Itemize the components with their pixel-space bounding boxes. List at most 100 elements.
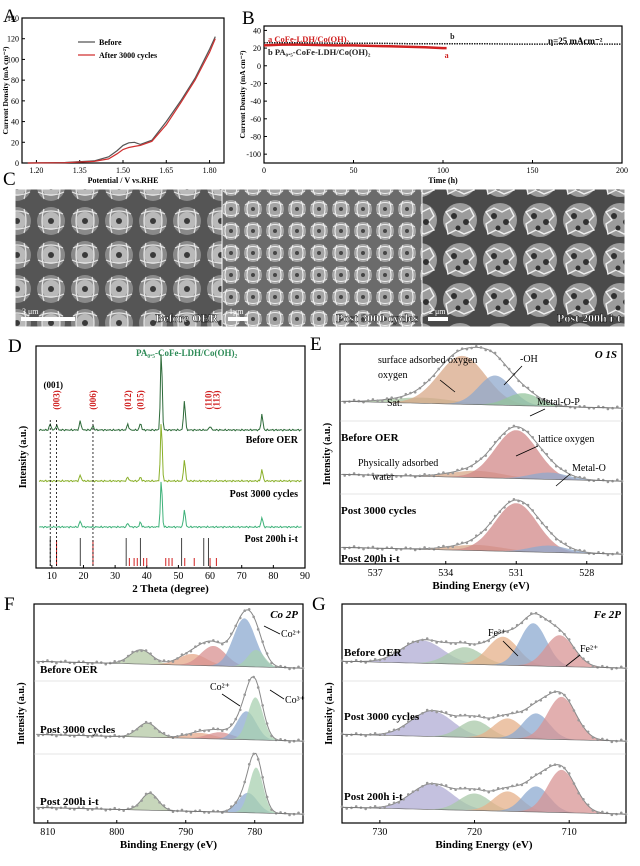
data-point — [507, 500, 511, 504]
leader-line — [502, 640, 519, 657]
fit-component — [342, 783, 626, 815]
y-tick-label: 20 — [253, 44, 261, 53]
y-tick-label: -40 — [250, 97, 261, 106]
data-point — [117, 660, 121, 663]
annotation: Co²⁺ — [210, 682, 230, 693]
data-point — [463, 641, 467, 644]
data-point — [456, 542, 459, 546]
data-point — [221, 642, 224, 646]
x-tick-label: 30 — [110, 571, 120, 582]
data-point — [288, 813, 291, 817]
fit-component — [342, 791, 626, 815]
spectrum-label: Post 200h i-t — [40, 796, 99, 808]
data-point — [430, 639, 434, 642]
data-point — [616, 405, 619, 409]
data-point — [435, 641, 438, 644]
data-point — [531, 509, 534, 512]
y-tick-label: 120 — [7, 35, 19, 44]
data-point — [397, 650, 401, 653]
data-point — [135, 649, 139, 653]
data-point — [526, 503, 530, 507]
data-point — [520, 710, 524, 714]
data-point — [475, 344, 478, 348]
data-point — [553, 624, 557, 627]
data-point — [428, 378, 431, 382]
data-point — [153, 657, 157, 661]
data-point — [454, 788, 457, 792]
data-point — [470, 346, 473, 350]
chart-f: 810 800 790 780 Binding Energy (eV) Intensity… — [16, 603, 305, 851]
chart-a: 1.20 1.35 1.50 1.65 1.80 0 20 40 60 80 100 120 140 Po… — [1, 14, 225, 185]
x-tick-label: 10 — [47, 571, 57, 582]
data-point — [418, 386, 422, 390]
data-point — [489, 521, 492, 525]
data-point — [369, 806, 372, 809]
fit-component — [342, 635, 626, 669]
data-point — [423, 381, 426, 385]
data-point — [354, 732, 358, 735]
spectrum-label: Post 3000 cycles — [40, 724, 116, 736]
data-point — [234, 717, 238, 721]
data-point — [534, 700, 538, 703]
series-line-0 — [27, 36, 216, 164]
data-point — [149, 721, 152, 725]
data-point — [73, 808, 76, 811]
x-axis-label: Binding Energy (eV) — [435, 839, 533, 851]
data-point — [140, 724, 143, 728]
x-tick-label: 1.80 — [203, 166, 217, 175]
data-point — [352, 398, 356, 402]
series-line-0 — [263, 43, 447, 50]
data-point — [256, 686, 260, 689]
data-point — [498, 357, 502, 361]
data-point — [479, 531, 483, 535]
data-point — [279, 738, 282, 741]
leader-line — [565, 654, 581, 667]
annotation: Fe²⁺ — [580, 644, 598, 655]
data-point — [144, 792, 148, 796]
data-point — [545, 399, 549, 402]
data-point — [225, 727, 229, 731]
background-line — [40, 734, 304, 742]
data-point — [550, 459, 553, 462]
annotation: Fe³⁺ — [488, 628, 506, 639]
data-point — [493, 351, 497, 355]
fit-component — [342, 636, 626, 669]
data-point — [194, 645, 197, 649]
data-point — [369, 733, 372, 736]
data-point — [243, 693, 247, 696]
plot-frame — [21, 17, 225, 164]
spectrum-label: Before OER — [40, 664, 99, 676]
data-point — [493, 440, 497, 444]
data-point — [507, 427, 511, 430]
data-point — [406, 793, 410, 796]
data-point — [446, 358, 450, 361]
data-point — [162, 804, 166, 807]
data-point — [468, 715, 472, 718]
series-line-1 — [27, 38, 216, 164]
data-point — [489, 447, 492, 451]
data-point — [482, 789, 486, 792]
data-point — [283, 811, 287, 815]
peak-label: (110) — [203, 390, 213, 409]
data-point — [180, 653, 184, 656]
annotation: -OH — [520, 354, 538, 365]
data-point — [610, 813, 614, 817]
fit-component — [340, 375, 622, 409]
data-point — [243, 780, 247, 784]
data-point — [432, 374, 436, 378]
data-point — [531, 390, 534, 394]
data-point — [539, 771, 543, 775]
data-point — [234, 801, 238, 804]
data-point — [99, 807, 103, 810]
data-point — [122, 735, 125, 739]
data-point — [451, 471, 455, 475]
x-axis-label: Binding Energy (eV) — [120, 839, 218, 851]
data-point — [373, 732, 377, 735]
data-point — [492, 789, 495, 792]
data-point — [198, 642, 202, 645]
data-point — [586, 803, 590, 807]
data-point — [444, 711, 448, 714]
data-point — [423, 472, 426, 476]
data-point — [388, 653, 391, 657]
annotation: Metal-O — [572, 463, 606, 474]
